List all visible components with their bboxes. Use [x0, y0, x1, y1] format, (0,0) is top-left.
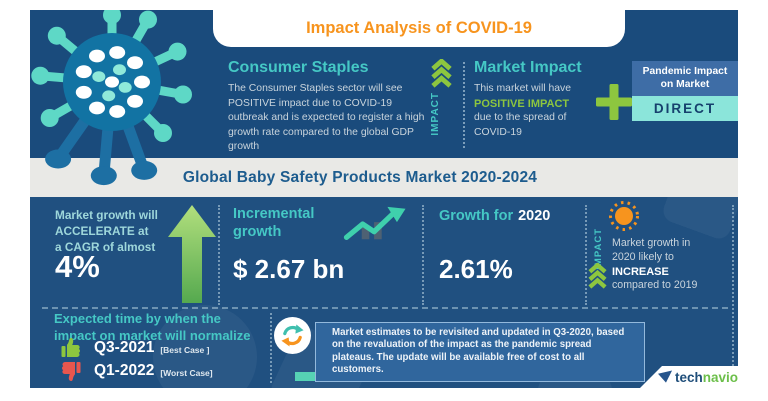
outlook-highlight: INCREASE — [612, 265, 669, 278]
incremental-growth-value: $ 2.67 bn — [233, 254, 345, 284]
vertical-dotted-divider — [270, 313, 272, 383]
pandemic-impact-value: DIRECT — [632, 95, 738, 121]
cagr-line3: a CAGR of almost — [55, 239, 156, 254]
thumbs-down-icon — [62, 362, 81, 381]
outlook-line3: compared to 2019 — [612, 278, 698, 291]
outlook-line1: Market growth in — [612, 237, 691, 249]
cagr-value: 4% — [55, 249, 100, 284]
normalize-heading-line1: Expected time by when the — [54, 311, 221, 326]
refresh-icon — [274, 317, 311, 354]
normalize-heading-line2: impact on market will normalize — [54, 327, 251, 343]
best-case-label: [Best Case ] — [160, 345, 210, 355]
horizontal-dashed-divider — [42, 307, 728, 309]
footer-brand-area: tech navio — [640, 366, 738, 388]
vertical-dotted-divider — [585, 205, 587, 305]
consumer-staples-body: The Consumer Staples sector will see POS… — [228, 83, 425, 153]
pandemic-impact-label: Pandemic Impact on Market — [632, 61, 738, 96]
technavio-triangle-icon — [657, 370, 673, 383]
vertical-dotted-divider — [218, 205, 220, 305]
normalize-heading: Expected time by when the impact on mark… — [54, 311, 251, 345]
chevrons-up-icon — [587, 262, 608, 295]
trend-up-icon — [342, 205, 410, 250]
market-impact-line1: This market will have — [474, 83, 572, 94]
market-impact-line3: COVID-19 — [474, 126, 522, 138]
best-case-row: Q3-2021 [Best Case ] — [60, 337, 209, 359]
best-case-value: Q3-2021 — [94, 339, 155, 356]
title-tab: Impact Analysis of COVID-19 — [213, 10, 625, 47]
growth-2020-prefix: Growth for — [439, 208, 514, 224]
consumer-staples-heading: Consumer Staples — [228, 59, 369, 76]
worst-case-value: Q1-2022 — [94, 362, 155, 379]
consumer-staples-section: Consumer Staples The Consumer Staples se… — [228, 59, 426, 155]
chevrons-up-icon — [429, 57, 454, 94]
brand-navio: navio — [702, 369, 738, 385]
worst-case-label: [Worst Case] — [160, 368, 213, 378]
technavio-logo: tech navio — [657, 369, 738, 385]
cagr-line1: Market growth will — [55, 208, 158, 222]
growth-2020-value: 2.61% — [439, 254, 513, 284]
outlook-line2: 2020 likely to — [612, 250, 674, 263]
positive-impact-highlight: POSITIVE IMPACT — [474, 97, 570, 110]
vertical-dotted-divider — [422, 205, 424, 305]
cagr-line2: ACCELERATE at — [55, 223, 149, 238]
plus-icon — [596, 84, 632, 125]
market-outlook-text: Market growth in 2020 likely to INCREASE… — [612, 237, 736, 293]
growth-2020-year: 2020 — [518, 208, 551, 224]
pandemic-impact-box: Pandemic Impact on Market DIRECT — [632, 61, 738, 121]
page-title: Impact Analysis of COVID-19 — [306, 19, 532, 37]
up-arrow-icon — [168, 205, 216, 308]
impact-vertical-label: IMPACT — [430, 92, 441, 136]
brand-tech: tech — [674, 369, 703, 385]
worst-case-row: Q1-2022 [Worst Case] — [60, 360, 213, 382]
cagr-text: Market growth will ACCELERATE at a CAGR … — [55, 208, 158, 256]
note-box: Market estimates to be revisited and upd… — [315, 322, 645, 382]
market-impact-line2: due to the spread of — [474, 112, 567, 124]
coronavirus-icon — [30, 6, 220, 188]
thumbs-up-icon — [61, 338, 80, 357]
market-impact-section: Market Impact This market will have POSI… — [474, 59, 602, 141]
vertical-dotted-divider — [732, 205, 734, 377]
growth-2020-label: Growth for 2020 — [439, 208, 550, 224]
sun-icon — [607, 199, 641, 238]
stats-section: Market growth will ACCELERATE at a CAGR … — [30, 197, 738, 388]
market-impact-heading: Market Impact — [474, 59, 582, 76]
note-text: Market estimates to be revisited and upd… — [332, 327, 625, 376]
incremental-growth-label: Incremental growth — [233, 206, 315, 240]
vertical-dotted-divider — [463, 62, 465, 148]
market-title: Global Baby Safety Products Market 2020-… — [182, 168, 538, 186]
